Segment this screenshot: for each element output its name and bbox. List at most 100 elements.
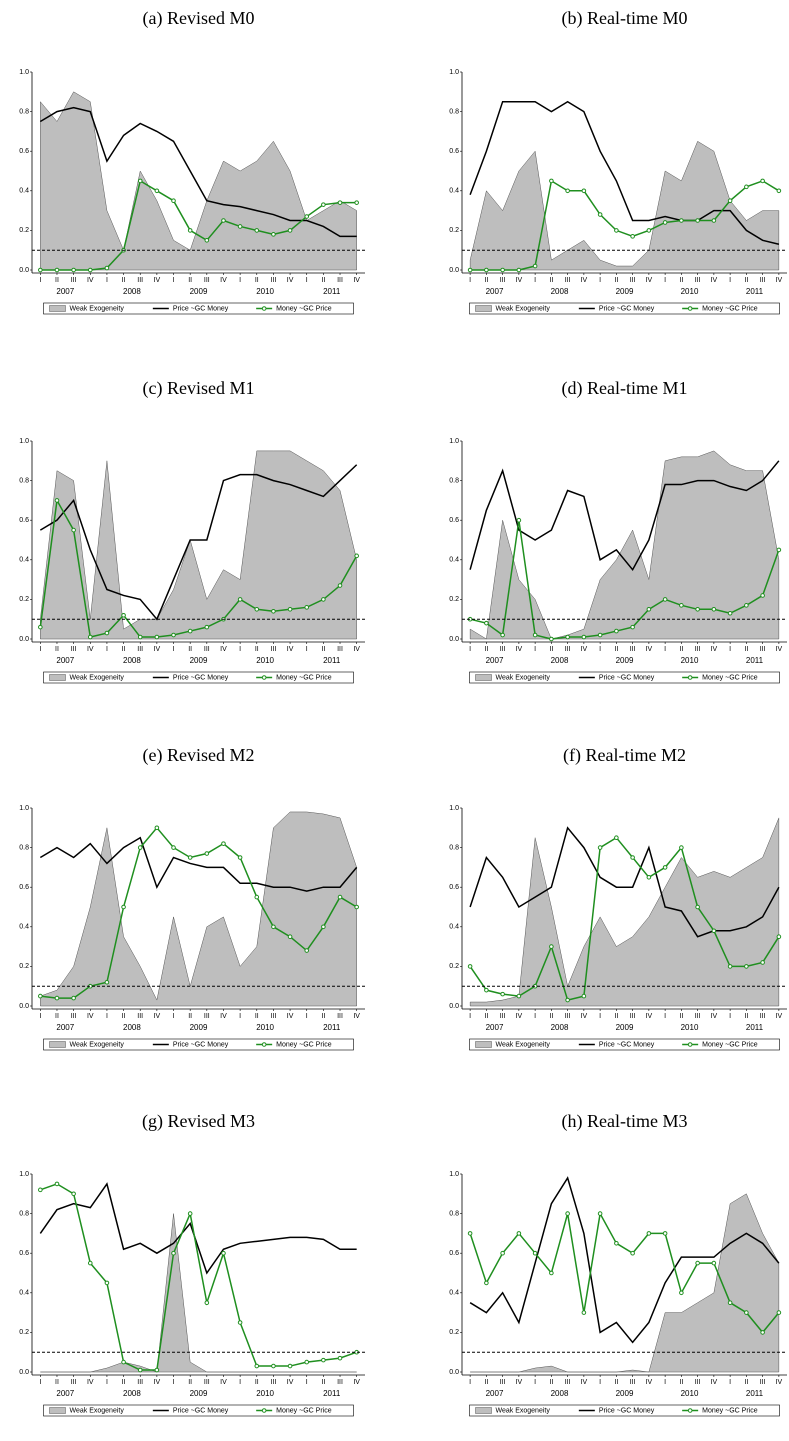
point — [727, 1300, 733, 1305]
legend-box — [43, 1404, 354, 1417]
x-tick-label: III — [565, 277, 571, 284]
area — [40, 1213, 357, 1373]
y-tick-label: 0.8 — [449, 477, 459, 484]
point — [187, 628, 193, 634]
x-tick-label: III — [630, 1379, 636, 1386]
legend-label: Weak Exogeneity — [496, 674, 551, 681]
point — [38, 1187, 43, 1193]
point — [760, 593, 765, 598]
panel-title: (f) Real-time M2 — [563, 745, 686, 766]
point — [154, 825, 160, 831]
point — [760, 1330, 765, 1335]
x-tick-label: I — [173, 1379, 175, 1386]
y-tick-label: 0.6 — [19, 517, 29, 524]
point — [221, 218, 226, 223]
point — [646, 607, 652, 612]
y-tick-label: 1.0 — [19, 438, 29, 445]
point — [237, 855, 243, 860]
x-tick-label: I — [599, 1013, 601, 1020]
point — [354, 553, 359, 559]
point — [679, 218, 684, 223]
legend-swatch — [475, 305, 492, 312]
series-line — [469, 826, 780, 938]
x-tick-label: II — [484, 1379, 488, 1386]
point — [565, 1211, 570, 1216]
point — [744, 1310, 749, 1315]
point — [565, 997, 570, 1003]
year-label: 2009 — [616, 287, 634, 296]
legend-label: Weak Exogeneity — [70, 305, 125, 312]
x-tick-label: IV — [776, 646, 783, 653]
point — [549, 636, 554, 642]
x-tick-label: I — [469, 1379, 471, 1386]
legend-marker — [687, 306, 693, 311]
x-tick-label: IV — [711, 1379, 718, 1386]
point — [679, 1290, 684, 1296]
point — [662, 597, 668, 602]
x-tick-label: I — [599, 646, 601, 653]
x-tick-label: III — [137, 646, 143, 653]
x-tick-label: IV — [353, 1013, 360, 1020]
x-tick-label: II — [484, 277, 488, 284]
point — [337, 894, 343, 900]
x-tick-label: III — [204, 1379, 210, 1386]
x-tick-label: IV — [154, 646, 161, 653]
x-tick-label: IV — [581, 646, 588, 653]
point — [204, 851, 210, 856]
point — [121, 1359, 126, 1365]
y-tick-label: 0.4 — [449, 188, 459, 195]
point — [171, 1250, 176, 1256]
year-label: 2010 — [256, 1023, 274, 1032]
point — [662, 865, 668, 870]
point — [271, 232, 276, 237]
y-tick-label: 0.2 — [449, 1329, 459, 1336]
year-label: 2007 — [486, 1389, 504, 1398]
point — [597, 845, 603, 850]
x-tick-label: IV — [646, 1013, 653, 1020]
point — [695, 1260, 700, 1266]
x-tick-label: IV — [353, 277, 360, 284]
x-tick-label: III — [271, 277, 277, 284]
y-tick-label: 0.6 — [449, 884, 459, 891]
point — [467, 964, 473, 969]
point — [137, 178, 143, 184]
x-tick-label: III — [695, 646, 701, 653]
point — [237, 597, 243, 602]
series-line — [39, 1182, 357, 1275]
x-tick-label: I — [729, 1379, 731, 1386]
point — [304, 948, 310, 953]
x-tick-label: I — [306, 277, 308, 284]
year-label: 2007 — [56, 656, 74, 665]
y-tick-label: 0.0 — [449, 1003, 459, 1010]
y-tick-label: 0.2 — [19, 227, 29, 234]
point — [630, 855, 635, 860]
legend-label: Weak Exogeneity — [496, 1407, 551, 1414]
series-line — [40, 826, 358, 999]
series-line — [469, 1176, 780, 1344]
year-label: 2010 — [256, 287, 274, 296]
point — [597, 212, 603, 217]
y-tick-label: 0.8 — [19, 477, 29, 484]
y-tick-label: 1.0 — [19, 1171, 29, 1178]
legend-label: Price ~GC Money — [599, 1041, 655, 1048]
year-label: 2009 — [616, 1389, 634, 1398]
x-tick-label: IV — [776, 277, 783, 284]
point — [87, 1260, 93, 1266]
point — [221, 1250, 226, 1256]
x-tick-label: II — [484, 1013, 488, 1020]
legend-swatch — [49, 674, 66, 681]
point — [204, 624, 210, 630]
x-tick-label: III — [337, 646, 343, 653]
year-label: 2011 — [323, 287, 341, 296]
point — [287, 228, 293, 233]
panel: (b) Real-time M00.00.20.40.60.81.0I II III… — [449, 8, 787, 315]
point — [87, 634, 93, 640]
x-tick-label: I — [39, 1379, 41, 1386]
point — [727, 610, 733, 616]
x-tick-label: III — [760, 1379, 766, 1386]
x-tick-label: I — [534, 1379, 536, 1386]
point — [484, 267, 489, 273]
x-tick-label: III — [565, 1379, 571, 1386]
x-tick-label: I — [239, 646, 241, 653]
x-tick-label: III — [71, 277, 77, 284]
